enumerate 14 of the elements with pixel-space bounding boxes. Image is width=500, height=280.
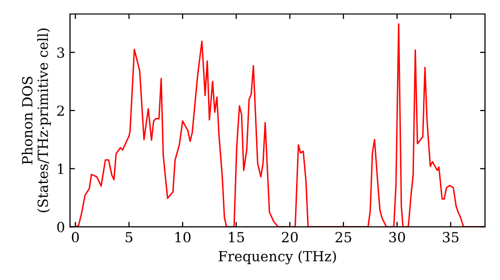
x-tick-label: 25: [336, 232, 352, 242]
y-tick-label: 2: [57, 105, 64, 116]
y-tick-label: 1: [58, 164, 64, 174]
y-tick-label: 0: [57, 222, 64, 232]
y-axis-title: Phonon DOS (States/THz·primitive cell): [22, 28, 51, 212]
x-tick-label: 15: [229, 232, 244, 242]
x-tick-label: 35: [442, 232, 458, 242]
x-tick-label: 30: [389, 232, 405, 242]
x-axis-title: Frequency (THz): [218, 250, 336, 264]
y-tick-label: 3: [57, 47, 64, 58]
x-tick-label: 10: [175, 232, 191, 242]
x-tick-label: 0: [72, 232, 79, 242]
x-tick-label: 5: [126, 232, 132, 242]
x-tick-label: 20: [282, 232, 298, 242]
